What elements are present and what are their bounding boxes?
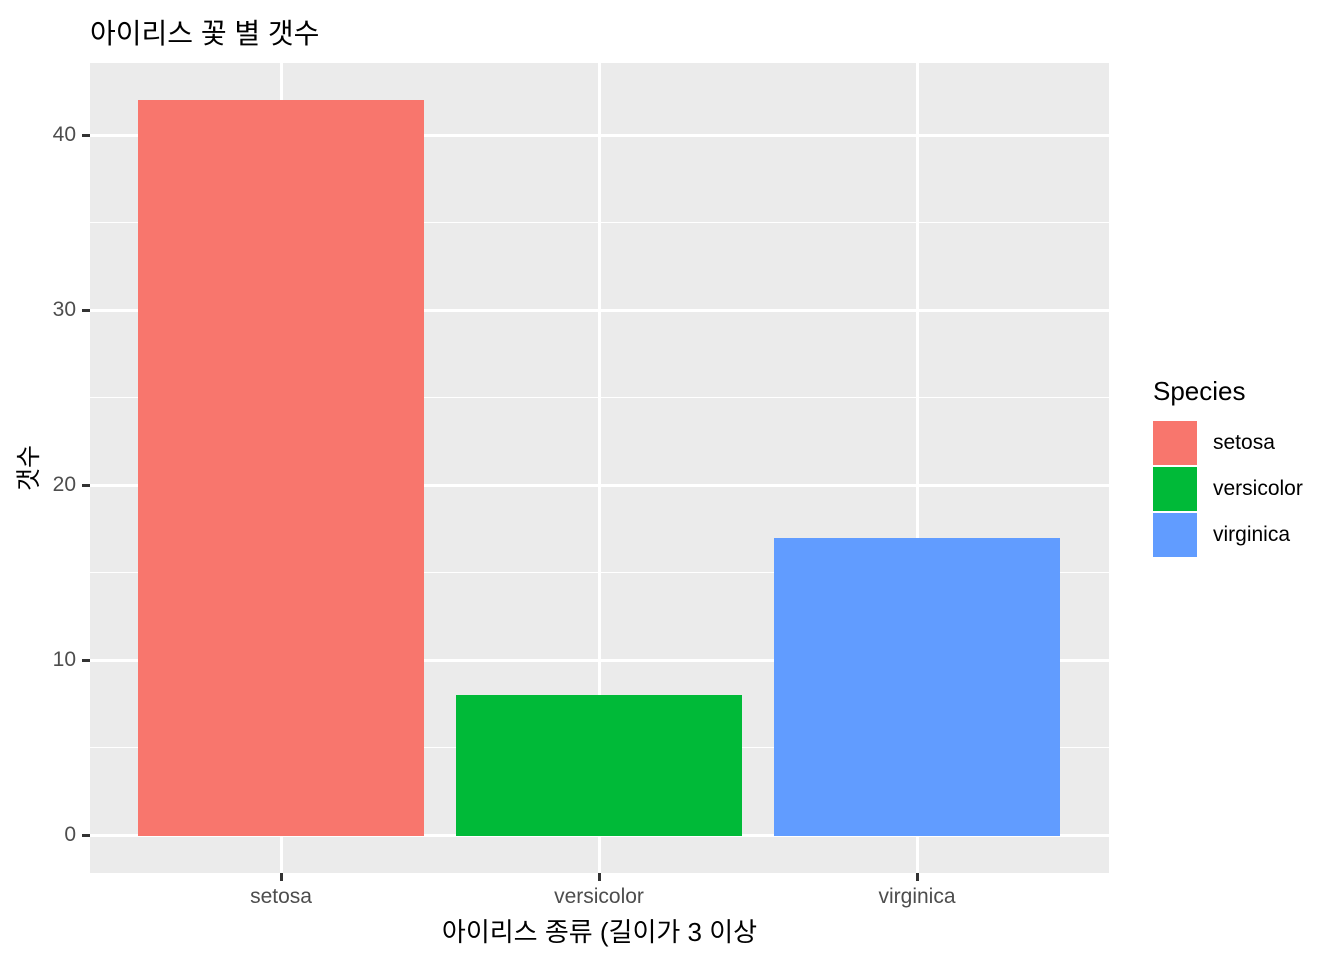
legend-label: versicolor bbox=[1213, 477, 1303, 500]
x-tick-mark bbox=[597, 873, 601, 881]
gridline-vertical bbox=[915, 63, 919, 873]
legend-swatch bbox=[1153, 467, 1197, 511]
chart-title: 아이리스 꽃 별 갯수 bbox=[90, 18, 320, 49]
y-tick-mark bbox=[82, 833, 90, 837]
legend-item-versicolor: versicolor bbox=[1153, 467, 1303, 511]
y-tick-label: 0 bbox=[64, 823, 76, 846]
x-axis-title: 아이리스 종류 (길이가 3 이상 bbox=[441, 917, 758, 947]
y-tick-label: 10 bbox=[52, 648, 76, 671]
legend-title: Species bbox=[1153, 376, 1246, 406]
legend-items: setosa versicolor virginica bbox=[1153, 421, 1303, 557]
y-tick-label: 40 bbox=[52, 123, 76, 146]
bar-virginica bbox=[774, 537, 1060, 836]
y-tick-label: 20 bbox=[52, 473, 76, 496]
x-tick-label: versicolor bbox=[554, 885, 644, 908]
legend-item-setosa: setosa bbox=[1153, 421, 1303, 465]
y-tick-label: 30 bbox=[52, 298, 76, 321]
x-tick-mark bbox=[915, 873, 919, 881]
y-tick-mark bbox=[82, 308, 90, 312]
legend-item-virginica: virginica bbox=[1153, 513, 1303, 557]
legend-label: virginica bbox=[1213, 523, 1291, 546]
legend-swatch bbox=[1153, 421, 1197, 465]
legend-label: setosa bbox=[1213, 431, 1275, 454]
y-tick-mark bbox=[82, 483, 90, 487]
plot-panel bbox=[90, 63, 1109, 873]
legend: Species setosa versicolor virginica bbox=[1153, 376, 1303, 559]
y-tick-mark bbox=[82, 133, 90, 137]
legend-swatch bbox=[1153, 513, 1197, 557]
x-tick-mark bbox=[279, 873, 283, 881]
x-tick-label: virginica bbox=[878, 885, 956, 908]
x-tick-label: setosa bbox=[250, 885, 312, 908]
gridline-vertical bbox=[597, 63, 601, 873]
y-tick-mark bbox=[82, 658, 90, 662]
bar-setosa bbox=[138, 100, 424, 836]
bar-versicolor bbox=[456, 695, 742, 836]
